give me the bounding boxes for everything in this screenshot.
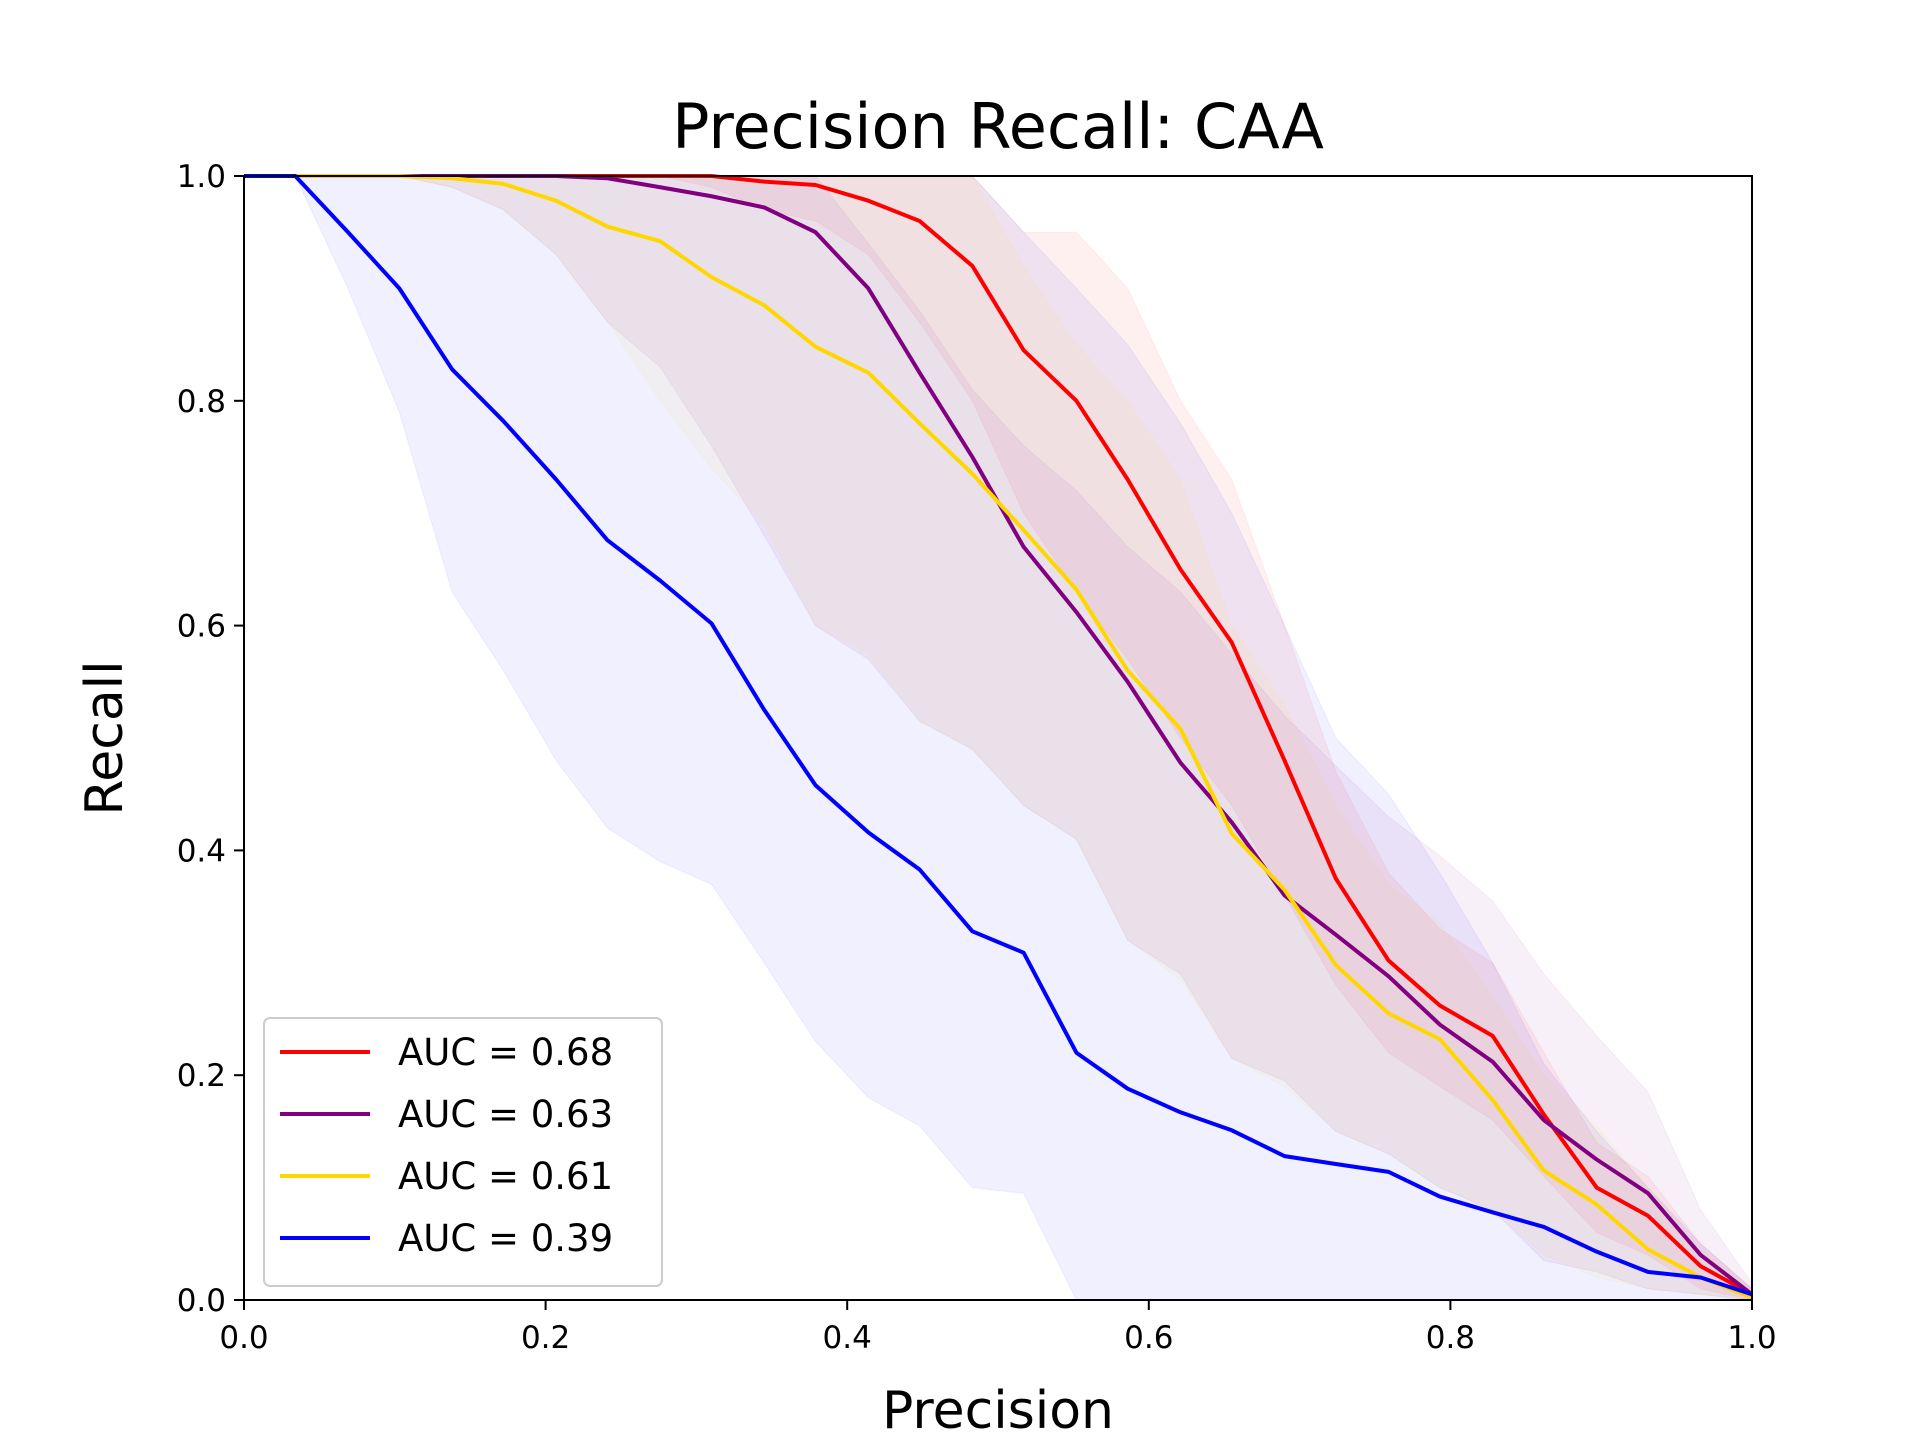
y-tick-label: 0.8 bbox=[177, 384, 226, 420]
x-tick-label: 0.2 bbox=[521, 1320, 570, 1356]
x-tick-label: 0.0 bbox=[219, 1320, 268, 1356]
plot-frame bbox=[243, 175, 1753, 1301]
y-axis-title: Recall bbox=[75, 660, 135, 815]
y-tick-label: 1.0 bbox=[177, 159, 226, 195]
x-tick-label: 0.8 bbox=[1426, 1320, 1475, 1356]
legend-label: AUC = 0.63 bbox=[398, 1093, 613, 1136]
x-tick-label: 0.4 bbox=[823, 1320, 872, 1356]
legend-label: AUC = 0.61 bbox=[398, 1155, 613, 1198]
y-tick-label: 0.6 bbox=[177, 609, 226, 645]
y-tick-label: 0.2 bbox=[177, 1058, 226, 1094]
x-axis-title: Precision bbox=[882, 1381, 1114, 1440]
x-tick-label: 0.6 bbox=[1124, 1320, 1173, 1356]
y-tick-label: 0.4 bbox=[177, 833, 226, 869]
legend-box bbox=[263, 1017, 663, 1287]
y-tick-label: 0.0 bbox=[177, 1283, 226, 1319]
y-axis-ticks: 0.0 0.2 0.4 0.6 0.8 1.0 bbox=[177, 159, 244, 1319]
chart-title: Precision Recall: CAA bbox=[672, 90, 1324, 163]
x-axis-ticks: 0.0 0.2 0.4 0.6 0.8 1.0 bbox=[219, 1300, 1777, 1356]
series-line-4 bbox=[244, 174, 1753, 1297]
x-tick-label: 1.0 bbox=[1727, 1320, 1776, 1356]
legend: AUC = 0.68 AUC = 0.63 AUC = 0.61 AUC = 0.39 bbox=[263, 1017, 663, 1287]
series-line-3 bbox=[244, 174, 1753, 1300]
legend-label: AUC = 0.39 bbox=[398, 1217, 613, 1260]
legend-label: AUC = 0.68 bbox=[398, 1031, 613, 1074]
